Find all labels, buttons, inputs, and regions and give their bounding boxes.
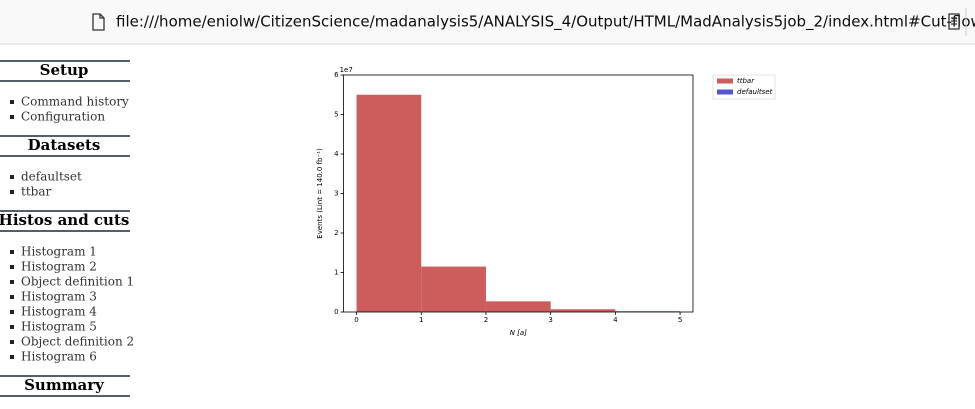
bullet xyxy=(10,115,14,119)
histogram-bar xyxy=(485,301,551,312)
histogram-bar xyxy=(421,266,486,312)
section-title: Summary xyxy=(24,376,105,394)
sidebar-item[interactable]: Command history xyxy=(21,95,129,109)
x-tick-label: 3 xyxy=(548,316,552,324)
y-tick-label: 0 xyxy=(334,308,338,316)
url[interactable]: file:///home/eniolw/CitizenScience/madan… xyxy=(116,13,975,32)
y-tick-label: 4 xyxy=(334,150,339,158)
browser-toolbar: file:///home/eniolw/CitizenScience/madan… xyxy=(0,0,975,45)
y-tick-label: 5 xyxy=(334,111,338,119)
legend-label: ttbar xyxy=(737,77,755,85)
bullet xyxy=(10,310,14,314)
sidebar-item[interactable]: Histogram 5 xyxy=(21,320,97,334)
sidebar-item[interactable]: defaultset xyxy=(21,170,82,184)
section-title: Datasets xyxy=(28,136,101,154)
bullet xyxy=(10,175,14,179)
legend-swatch xyxy=(717,89,733,95)
toolbar-bg xyxy=(0,0,975,44)
bullet xyxy=(10,280,14,284)
y-tick-label: 3 xyxy=(334,190,338,198)
x-tick-label: 0 xyxy=(354,316,358,324)
bullet xyxy=(10,250,14,254)
bullet xyxy=(10,265,14,269)
y-axis-label: Events (Lint = 140.0 fb⁻¹) xyxy=(316,148,324,239)
sidebar-item[interactable]: Histogram 6 xyxy=(21,350,97,364)
x-axis-label: N [a] xyxy=(510,329,527,337)
sidebar-item[interactable]: Histogram 3 xyxy=(21,290,97,304)
y-tick-label: 6 xyxy=(334,71,339,79)
bullet xyxy=(10,355,14,359)
y-tick-label: 2 xyxy=(334,229,338,237)
bullet xyxy=(10,295,14,299)
y-tick-label: 1 xyxy=(334,269,338,277)
sidebar-item[interactable]: Histogram 1 xyxy=(21,245,97,259)
sidebar-item[interactable]: Histogram 4 xyxy=(21,305,97,319)
sidebar-item[interactable]: Histogram 2 xyxy=(21,260,97,274)
x-tick-label: 1 xyxy=(419,316,423,324)
sidebar-item[interactable]: ttbar xyxy=(21,185,51,199)
offset-label: 1e7 xyxy=(340,66,353,74)
legend-label: defaultset xyxy=(737,88,773,96)
x-tick-label: 4 xyxy=(613,316,618,324)
reader-icon[interactable] xyxy=(948,13,960,30)
histogram-bar xyxy=(550,309,616,312)
x-tick-label: 2 xyxy=(484,316,488,324)
section-title: Setup xyxy=(40,61,89,79)
bullet xyxy=(10,100,14,104)
page-icon xyxy=(92,13,105,31)
histogram-bar xyxy=(356,94,422,312)
x-tick-label: 5 xyxy=(678,316,682,324)
sidebar-item[interactable]: Configuration xyxy=(21,110,105,124)
sidebar-item[interactable]: Object definition 2 xyxy=(21,335,134,349)
bullet xyxy=(10,325,14,329)
bullet xyxy=(10,190,14,194)
legend-swatch xyxy=(717,78,733,84)
sidebar-item[interactable]: Object definition 1 xyxy=(21,275,134,289)
section-title: Histos and cuts xyxy=(0,211,129,229)
bullet xyxy=(10,340,14,344)
